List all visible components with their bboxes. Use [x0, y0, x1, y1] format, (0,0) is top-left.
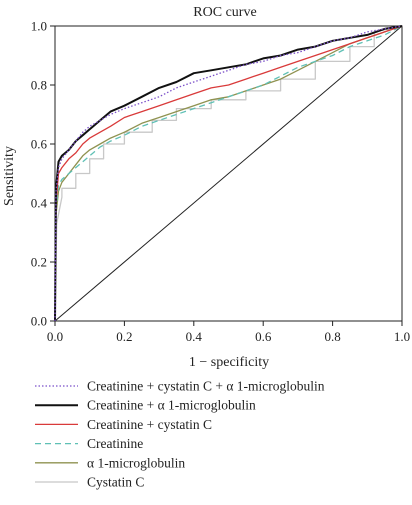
x-tick-label: 1.0 — [394, 329, 410, 344]
y-tick-label: 0.0 — [31, 314, 47, 329]
y-tick-label: 1.0 — [31, 19, 47, 34]
legend-label: Cystatin C — [87, 475, 144, 490]
plot-area: 0.0 0.2 0.4 0.6 0.8 1.0 0.0 0.2 0.4 0.6 0.8 1.0 — [31, 19, 410, 345]
roc-series-line — [54, 25, 403, 322]
roc-series-line — [54, 25, 403, 322]
y-tick-label: 0.8 — [31, 78, 47, 93]
x-tick-label: 0.8 — [324, 329, 340, 344]
x-axis-label: 1 − specificity — [189, 355, 269, 370]
legend-label: Creatinine + cystatin C + α 1-microglobu… — [87, 379, 325, 394]
roc-series-line — [54, 25, 403, 322]
reference-diagonal-line — [54, 25, 403, 322]
legend-label: Creatinine — [87, 436, 143, 451]
x-tick-label: 0.2 — [116, 329, 132, 344]
roc-series-line — [54, 25, 403, 322]
y-tick-label: 0.4 — [31, 196, 48, 211]
y-axis-label: Sensitivity — [2, 146, 17, 206]
plot-frame — [54, 25, 403, 322]
legend-label: Creatinine + cystatin C — [87, 417, 212, 432]
y-tick-label: 0.2 — [31, 255, 47, 270]
x-tick-label: 0.0 — [47, 329, 63, 344]
x-tick-label: 0.6 — [255, 329, 272, 344]
roc-series-line — [54, 25, 403, 322]
legend: Creatinine + cystatin C + α 1-microglobu… — [35, 379, 325, 490]
y-tick-label: 0.6 — [31, 137, 48, 152]
x-tick-label: 0.4 — [186, 329, 203, 344]
legend-label: Creatinine + α 1-microglobulin — [87, 398, 256, 413]
legend-label: α 1-microglobulin — [87, 455, 185, 470]
chart-title: ROC curve — [193, 5, 256, 20]
